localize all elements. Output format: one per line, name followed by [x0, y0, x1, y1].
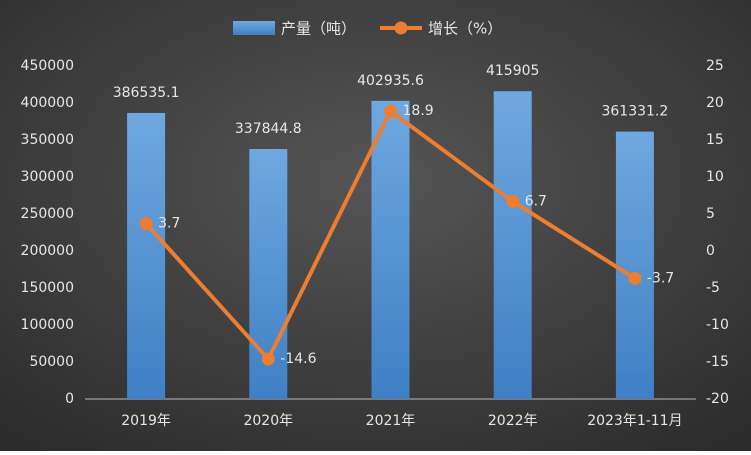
legend-label: 增长（%） — [428, 20, 502, 38]
line-value-label: 3.7 — [158, 216, 180, 232]
y2-tick-label: -5 — [706, 280, 720, 296]
bar-value-label: 337844.8 — [235, 121, 302, 137]
line-value-label: -14.6 — [280, 351, 316, 367]
y2-tick-label: 0 — [706, 243, 715, 259]
y-tick-label: 200000 — [21, 243, 74, 259]
bar-value-label: 386535.1 — [113, 85, 180, 101]
y-tick-label: 100000 — [21, 317, 74, 333]
y2-tick-label: 15 — [706, 132, 724, 148]
line-marker — [139, 217, 153, 231]
line-marker — [384, 104, 397, 118]
x-tick-label: 2019年 — [121, 413, 171, 429]
line-value-label: -3.7 — [647, 270, 674, 286]
y2-tick-label: 5 — [706, 206, 715, 222]
bar — [615, 131, 654, 399]
y-tick-label: 450000 — [21, 58, 74, 74]
y-tick-label: 350000 — [21, 132, 74, 148]
line-value-label: 18.9 — [403, 103, 434, 119]
y2-tick-label: -15 — [706, 354, 729, 370]
line-marker — [628, 271, 642, 285]
y-tick-label: 150000 — [21, 280, 74, 296]
bar-value-label: 361331.2 — [601, 104, 668, 120]
bar — [127, 112, 166, 400]
bar-value-label: 402935.6 — [357, 73, 424, 89]
y2-tick-label: 10 — [706, 169, 724, 185]
y2-tick-label: -20 — [706, 391, 729, 407]
legend-swatch — [394, 21, 408, 35]
legend-swatch — [233, 21, 275, 35]
y-tick-label: 50000 — [29, 354, 74, 370]
y-tick-label: 250000 — [21, 206, 74, 222]
bar — [493, 91, 532, 400]
bar — [371, 100, 410, 399]
y2-tick-label: 20 — [706, 95, 724, 111]
x-tick-label: 2023年1-11月 — [587, 413, 682, 429]
y-tick-label: 300000 — [21, 169, 74, 185]
line-value-label: 6.7 — [525, 193, 547, 209]
y-tick-label: 400000 — [21, 95, 74, 111]
y-tick-label: 0 — [65, 391, 74, 407]
x-tick-label: 2020年 — [243, 413, 293, 429]
x-tick-label: 2021年 — [366, 413, 416, 429]
y2-tick-label: 25 — [706, 58, 724, 74]
y2-tick-label: -10 — [706, 317, 729, 333]
legend-label: 产量（吨） — [281, 20, 356, 38]
bar-value-label: 415905 — [486, 63, 539, 79]
line-marker — [261, 352, 275, 366]
x-tick-label: 2022年 — [488, 413, 538, 429]
line-marker — [506, 194, 520, 208]
